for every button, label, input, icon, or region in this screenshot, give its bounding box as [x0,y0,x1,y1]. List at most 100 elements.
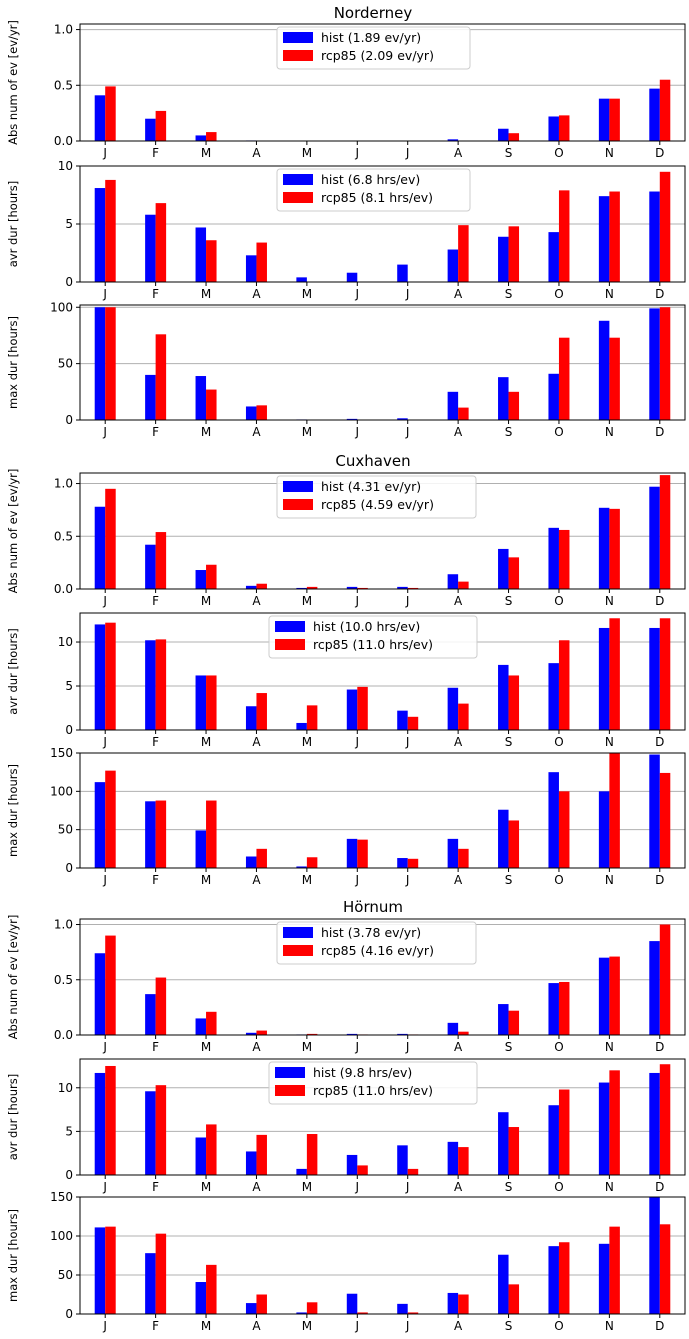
bar-rcp85-9 [508,133,520,141]
x-tick-label: D [655,425,664,439]
bar-hist-6 [346,1154,358,1175]
bar-rcp85-6 [357,1165,368,1175]
bar-hist-7 [397,1033,408,1035]
bar-hist-4 [245,585,257,589]
bar-hist-6 [346,838,358,868]
bar-hist-2 [145,118,156,141]
chart-panel-7: 0.0 0.5 1.0 J F M A M J J A S O N D Abs num of ev [ev/y… [6,915,686,1054]
bar-rcp85-10 [558,529,570,589]
bar-hist-9 [498,377,509,420]
bar-hist-4 [245,1151,257,1175]
x-tick-label: J [102,1040,107,1054]
bar-hist-8 [447,1022,459,1035]
x-tick-label: N [605,146,614,160]
legend-label-rcp85: rcp85 (11.0 hrs/ev) [313,1083,433,1098]
bar-rcp85-12 [659,79,671,141]
x-tick-label: J [102,287,107,301]
legend-label-rcp85: rcp85 (11.0 hrs/ev) [313,637,433,652]
bar-rcp85-12 [659,924,671,1035]
bar-hist-11 [598,1243,610,1314]
y-tick-label: 0.5 [54,973,73,987]
bar-rcp85-7 [407,1168,419,1175]
x-tick-label: D [655,287,664,301]
bar-hist-4 [245,406,257,420]
y-axis-label: Abs num of ev [ev/yr] [6,469,20,594]
y-axis-label: max dur [hours] [6,764,20,857]
y-axis-label: Abs num of ev [ev/yr] [6,20,20,145]
x-tick-label: A [252,1040,261,1054]
bar-hist-12 [649,1197,660,1314]
y-tick-label: 5 [65,679,73,693]
bar-hist-11 [598,98,610,141]
bar-hist-3 [195,1137,207,1175]
bar-rcp85-10 [558,1089,570,1175]
x-tick-label: O [554,1319,563,1333]
x-tick-label: J [355,594,360,608]
x-tick-label: D [655,873,664,887]
x-tick-label: J [102,425,107,439]
bar-hist-4 [245,1303,257,1314]
x-tick-label: D [655,1040,664,1054]
x-tick-label: A [252,873,261,887]
legend-label-rcp85: rcp85 (4.59 ev/yr) [321,497,434,512]
bar-rcp85-11 [609,618,620,730]
x-tick-label: A [252,735,261,749]
bar-hist-12 [649,88,660,141]
x-tick-label: N [605,735,614,749]
bar-rcp85-11 [609,191,620,282]
bar-hist-2 [145,374,156,420]
x-tick-label: J [355,873,360,887]
bar-rcp85-1 [105,935,116,1035]
bar-hist-10 [548,373,559,420]
bar-hist-3 [195,1018,207,1035]
bar-hist-6 [346,272,358,282]
bar-hist-6 [346,586,358,589]
legend: hist (3.78 ev/yr) rcp85 (4.16 ev/yr) [276,921,477,965]
bar-hist-12 [649,486,660,589]
axes-frame [79,918,686,1036]
y-tick-label: 0.5 [54,78,73,92]
legend: hist (10.0 hrs/ev) rcp85 (11.0 hrs/ev) [268,615,478,659]
bar-hist-2 [145,214,156,282]
legend-box [276,475,477,519]
x-tick-label: O [554,425,563,439]
x-tick-label: M [302,594,312,608]
bar-hist-1 [94,782,106,868]
y-tick-label: 10 [58,635,73,649]
y-tick-label: 0 [65,275,73,289]
bar-rcp85-8 [458,1147,469,1175]
y-axis-label: max dur [hours] [6,1209,20,1302]
bar-rcp85-2 [155,532,167,589]
bar-rcp85-10 [558,640,570,730]
bar-hist-9 [498,236,509,282]
bar-hist-7 [397,710,408,730]
bar-hist-1 [94,1072,106,1175]
y-tick-label: 50 [58,823,73,837]
legend: hist (9.8 hrs/ev) rcp85 (11.0 hrs/ev) [268,1061,478,1105]
legend-swatch-rcp85 [283,499,313,510]
x-tick-label: F [152,1319,159,1333]
x-tick-label: A [454,1040,463,1054]
y-tick-label: 0.0 [54,134,73,148]
bar-rcp85-10 [558,190,570,282]
x-tick-label: S [505,873,513,887]
x-tick-label: S [505,146,513,160]
bar-rcp85-7 [407,1312,419,1314]
y-tick-label: 5 [65,1124,73,1138]
bar-rcp85-1 [105,770,116,868]
bar-hist-11 [598,957,610,1035]
x-tick-label: S [505,1040,513,1054]
x-tick-label: M [201,1040,211,1054]
x-tick-label: J [405,735,410,749]
bar-rcp85-7 [407,716,419,730]
chart-panel-1: 0.0 0.5 1.0 J F M A M J J A S O N D Abs num of ev [ev/y… [6,20,686,160]
legend: hist (4.31 ev/yr) rcp85 (4.59 ev/yr) [276,475,477,519]
bar-rcp85-6 [357,1312,368,1314]
bar-hist-9 [498,548,509,589]
bar-rcp85-7 [407,587,419,589]
bar-rcp85-9 [508,1284,520,1314]
x-tick-label: J [405,146,410,160]
y-tick-label: 1.0 [54,477,73,491]
legend-swatch-hist [275,1067,305,1078]
axes-frame [79,304,686,421]
